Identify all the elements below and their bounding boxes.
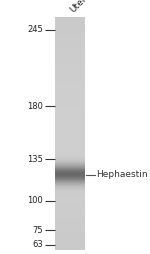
Text: 180: 180 (27, 102, 43, 111)
Text: Uterus: Uterus (68, 0, 96, 14)
Text: 63: 63 (32, 240, 43, 249)
Text: Hephaestin: Hephaestin (96, 170, 148, 179)
Text: 100: 100 (27, 196, 43, 205)
Text: 75: 75 (32, 226, 43, 235)
Text: 245: 245 (27, 25, 43, 34)
Text: 135: 135 (27, 155, 43, 164)
